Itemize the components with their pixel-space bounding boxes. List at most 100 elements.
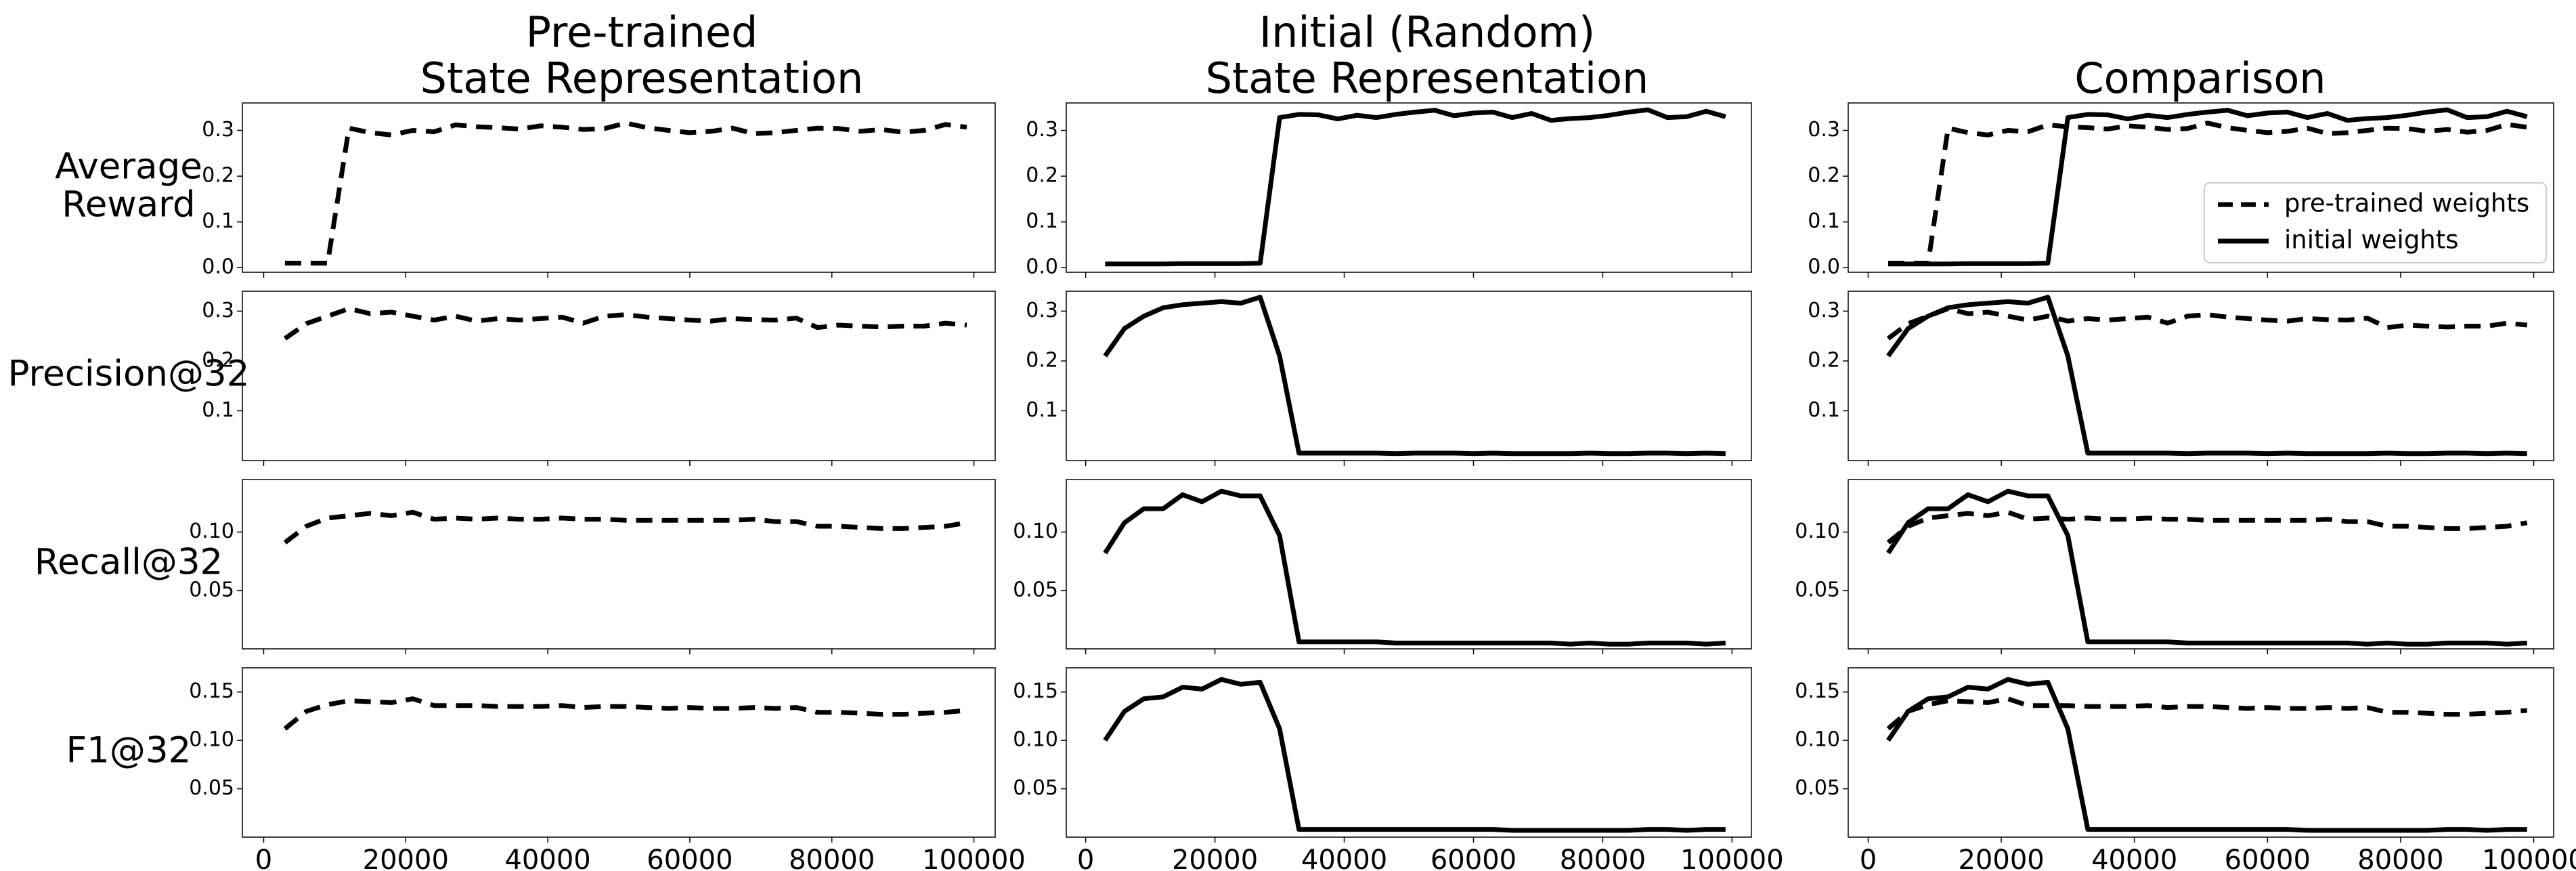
y-tick-label: 0.0 bbox=[202, 255, 234, 279]
x-tick-label: 20000 bbox=[1958, 845, 2044, 871]
axes-frame bbox=[1848, 479, 2554, 650]
subplot-r1-c0: 0.1 0.2 0.3 bbox=[202, 291, 996, 466]
x-tick-label: 60000 bbox=[1431, 845, 1516, 871]
y-tick-label: 0.2 bbox=[1808, 164, 1840, 188]
column-title: State Representation bbox=[420, 54, 864, 103]
x-tick-label: 80000 bbox=[2357, 845, 2443, 871]
axes-frame bbox=[242, 102, 996, 273]
y-tick-label: 0.1 bbox=[1808, 209, 1840, 233]
y-tick-label: 0.10 bbox=[1795, 519, 1840, 543]
x-tick-label: 0 bbox=[1860, 845, 1877, 871]
y-tick-label: 0.3 bbox=[1808, 118, 1840, 142]
y-tick-label: 0.10 bbox=[189, 519, 234, 543]
x-tick-label: 40000 bbox=[2091, 845, 2177, 871]
y-tick-label: 0.2 bbox=[1026, 348, 1058, 372]
subplot-r0-c2: 0.0 0.1 0.2 0.3 pre-trained weights initial w… bbox=[1808, 102, 2554, 279]
initial-weights-series-line bbox=[1103, 677, 1726, 833]
y-tick-label: 0.10 bbox=[1013, 519, 1058, 543]
pretrained-weights-series-line bbox=[1886, 306, 2528, 341]
x-tick-label: 100000 bbox=[922, 845, 1026, 871]
y-tick-label: 0.2 bbox=[202, 164, 234, 188]
subplot-r3-c2: 0.05 0.10 0.15 0 20000 40000 60000 80000 100000 bbox=[1795, 667, 2576, 871]
axes-frame bbox=[1848, 102, 2554, 273]
axes-frame bbox=[1066, 667, 1752, 838]
y-tick-label: 0.10 bbox=[189, 728, 234, 752]
legend-label: pre-trained weights bbox=[2284, 189, 2529, 218]
subplot-r3-c0: 0.05 0.10 0.15 0 20000 40000 60000 80000 100000 bbox=[189, 667, 1026, 871]
subplot-r2-c1: 0.05 0.10 bbox=[1013, 479, 1752, 654]
axes-frame bbox=[1066, 479, 1752, 650]
column-title: State Representation bbox=[1206, 54, 1649, 103]
row-label: Reward bbox=[62, 184, 195, 226]
y-tick-label: 0.3 bbox=[1808, 299, 1840, 322]
subplot-r0-c1: 0.0 0.1 0.2 0.3 bbox=[1026, 102, 1752, 279]
y-tick-label: 0.10 bbox=[1795, 728, 1840, 752]
legend-box bbox=[2204, 182, 2547, 263]
pretrained-weights-series-line bbox=[283, 509, 967, 545]
axes-frame bbox=[242, 667, 996, 838]
initial-weights-series-line bbox=[1886, 677, 2527, 833]
x-tick-label: 80000 bbox=[1560, 845, 1646, 871]
subplot-r0-c0: 0.0 0.1 0.2 0.3 bbox=[202, 102, 996, 279]
pretrained-weights-series-line bbox=[1886, 696, 2528, 731]
x-tick-label: 0 bbox=[255, 845, 272, 871]
y-tick-label: 0.1 bbox=[202, 398, 234, 422]
x-tick-label: 40000 bbox=[1301, 845, 1387, 871]
initial-weights-series-line bbox=[1886, 295, 2527, 456]
y-tick-label: 0.05 bbox=[1013, 776, 1058, 800]
axes-frame bbox=[1848, 667, 2554, 838]
y-tick-label: 0.2 bbox=[1808, 348, 1840, 372]
initial-weights-series-line bbox=[1103, 295, 1726, 456]
y-tick-label: 0.3 bbox=[1026, 118, 1058, 142]
axes-frame bbox=[1066, 291, 1752, 461]
y-tick-label: 0.1 bbox=[1026, 398, 1058, 422]
x-tick-label: 0 bbox=[1077, 845, 1094, 871]
column-title: Comparison bbox=[2074, 54, 2326, 103]
initial-weights-series-line bbox=[1886, 488, 2527, 647]
subplot-r1-c1: 0.1 0.2 0.3 bbox=[1026, 291, 1752, 466]
y-tick-label: 0.05 bbox=[1795, 578, 1840, 601]
x-tick-label: 80000 bbox=[789, 845, 875, 871]
y-tick-label: 0.05 bbox=[1795, 776, 1840, 800]
pretrained-weights-series-line bbox=[283, 306, 967, 341]
y-tick-label: 0.2 bbox=[202, 348, 234, 372]
y-tick-label: 0.1 bbox=[1026, 209, 1058, 233]
axes-frame bbox=[242, 291, 996, 461]
row-label: F1@32 bbox=[66, 730, 192, 771]
x-tick-label: 40000 bbox=[504, 845, 590, 871]
y-tick-label: 0.05 bbox=[189, 578, 234, 601]
initial-weights-series-line bbox=[1888, 107, 2528, 267]
subplot-r3-c1: 0.05 0.10 0.15 0 20000 40000 60000 80000 100000 bbox=[1013, 667, 1784, 871]
column-title: Initial (Random) bbox=[1259, 7, 1595, 57]
y-tick-label: 0.3 bbox=[1026, 299, 1058, 322]
y-tick-label: 0.05 bbox=[1013, 578, 1058, 601]
axes-frame bbox=[1848, 291, 2554, 461]
row-label: Recall@32 bbox=[35, 542, 223, 583]
y-tick-label: 0.3 bbox=[202, 299, 234, 322]
y-tick-label: 0.05 bbox=[189, 776, 234, 800]
x-tick-label: 100000 bbox=[2482, 845, 2576, 871]
y-tick-label: 0.1 bbox=[1808, 398, 1840, 422]
pretrained-weights-series-line bbox=[284, 121, 967, 265]
row-label: Precision@32 bbox=[8, 354, 250, 395]
y-tick-label: 0.1 bbox=[202, 209, 234, 233]
x-tick-label: 60000 bbox=[647, 845, 733, 871]
axes-frame bbox=[1066, 102, 1752, 273]
legend: pre-trained weights initial weights bbox=[2204, 182, 2547, 263]
subplot-r1-c2: 0.1 0.2 0.3 bbox=[1808, 291, 2554, 466]
x-tick-label: 20000 bbox=[1172, 845, 1258, 871]
y-tick-label: 0.15 bbox=[189, 679, 234, 703]
x-tick-label: 60000 bbox=[2225, 845, 2311, 871]
pretrained-weights-series-line bbox=[1886, 509, 2528, 545]
x-tick-label: 20000 bbox=[363, 845, 449, 871]
axes-frame bbox=[242, 479, 996, 650]
subplot-r2-c0: 0.05 0.10 bbox=[189, 479, 996, 654]
initial-weights-series-line bbox=[1105, 107, 1726, 267]
subplot-r2-c2: 0.05 0.10 bbox=[1795, 479, 2554, 654]
x-tick-label: 100000 bbox=[1680, 845, 1784, 871]
pretrained-weights-series-line bbox=[1888, 121, 2528, 265]
y-tick-label: 0.15 bbox=[1795, 679, 1840, 703]
y-tick-label: 0.2 bbox=[1026, 164, 1058, 188]
initial-weights-series-line bbox=[1103, 488, 1726, 647]
